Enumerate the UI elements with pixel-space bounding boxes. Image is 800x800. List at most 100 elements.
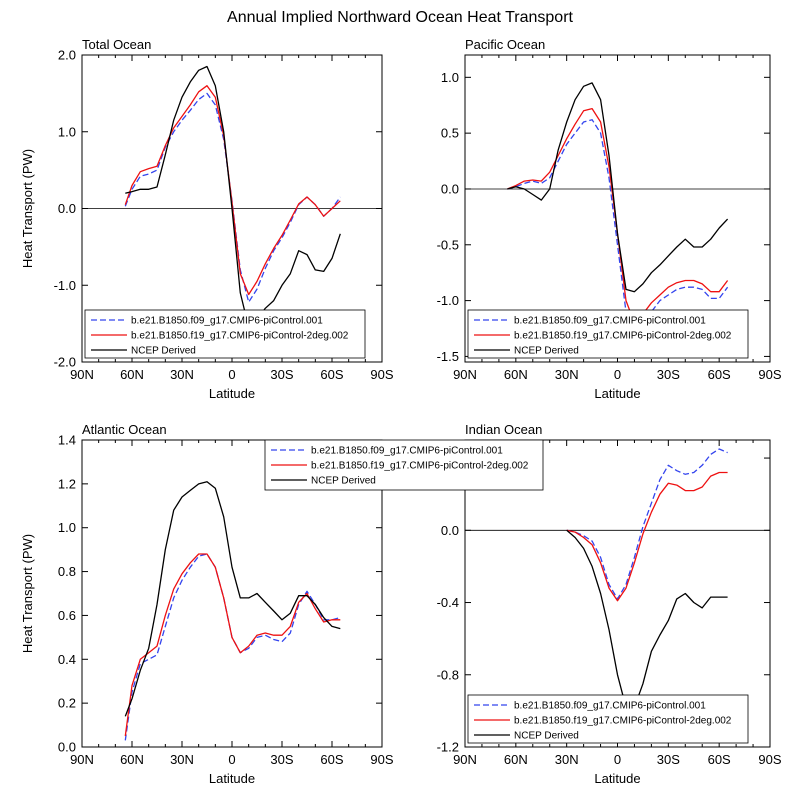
pacific-ocean-series-ncep-derived-line <box>507 82 729 293</box>
total-ocean-ytick-label: 0.0 <box>58 201 76 216</box>
pacific-ocean-ytick-label: 1.0 <box>441 70 459 85</box>
pacific-ocean-xtick-label: 90S <box>758 367 781 382</box>
atlantic-ocean-ytick-label: 0.8 <box>58 564 76 579</box>
total-ocean-series-ncep-derived-line <box>125 65 341 329</box>
atlantic-ocean-ytick-label: 1.2 <box>58 476 76 491</box>
atlantic-ocean-title: Atlantic Ocean <box>82 422 167 437</box>
indian-ocean-legend-label: NCEP Derived <box>514 731 579 742</box>
atlantic-ocean-ytick-label: 0.6 <box>58 608 76 623</box>
pacific-ocean-series-group <box>507 82 729 335</box>
pacific-ocean-ytick-label: -1.5 <box>437 349 459 364</box>
indian-ocean-ytick-label: -0.4 <box>437 595 459 610</box>
total-ocean-series-group <box>124 65 341 329</box>
total-ocean-xtick-label: 60S <box>320 367 343 382</box>
pacific-ocean-legend-label: b.e21.B1850.f09_g17.CMIP6-piControl.001 <box>514 316 706 327</box>
indian-ocean-ytick-label: 0.0 <box>441 523 459 538</box>
indian-ocean-xtick-label: 90S <box>758 752 781 767</box>
total-ocean-xtick-label: 60N <box>120 367 144 382</box>
legends-layer: b.e21.B1850.f09_g17.CMIP6-piControl.001b… <box>84 309 749 744</box>
indian-ocean-xtick-label: 60N <box>504 752 528 767</box>
atlantic-ocean-series-ncep-derived-line <box>124 481 341 717</box>
pacific-ocean-ytick-label: -1.0 <box>437 293 459 308</box>
indian-ocean-xlabel: Latitude <box>594 771 640 786</box>
atlantic-ocean-ylabel: Heat Transport (PW) <box>20 534 35 653</box>
pacific-ocean-ytick-label: 0.5 <box>441 126 459 141</box>
total-ocean-xtick-label: 90N <box>70 367 94 382</box>
atlantic-ocean-ytick-label: 0.4 <box>58 652 76 667</box>
pacific-ocean-ytick-label: 0.0 <box>441 181 459 196</box>
indian-ocean-xtick-label: 60S <box>708 752 731 767</box>
indian-ocean-ytick-label: -1.2 <box>437 740 459 755</box>
atlantic-ocean-xtick-label: 90N <box>70 752 94 767</box>
atlantic-ocean-legend-label: b.e21.B1850.f09_g17.CMIP6-piControl.001 <box>311 446 503 457</box>
pacific-ocean-series-f19-line <box>507 107 729 324</box>
total-ocean-series-f19-line <box>124 85 341 296</box>
total-ocean-legend-box <box>84 309 366 359</box>
atlantic-ocean-ytick-label: 0.2 <box>58 696 76 711</box>
indian-ocean-xtick-label: 0 <box>614 752 621 767</box>
total-ocean-xtick-label: 30S <box>270 367 293 382</box>
indian-ocean-ytick-label: -0.8 <box>437 667 459 682</box>
indian-ocean-xtick-label: 90N <box>453 752 477 767</box>
atlantic-ocean-legend-box <box>264 439 544 491</box>
pacific-ocean-xtick-label: 60S <box>708 367 731 382</box>
pacific-ocean-ytick-label: -0.5 <box>437 237 459 252</box>
atlantic-ocean-ytick-label: 0.0 <box>58 740 76 755</box>
indian-ocean-title: Indian Ocean <box>465 422 542 437</box>
total-ocean-xtick-label: 90S <box>370 367 393 382</box>
total-ocean-ytick-label: -1.0 <box>54 278 76 293</box>
atlantic-ocean-xtick-label: 90S <box>370 752 393 767</box>
indian-ocean-legend: b.e21.B1850.f09_g17.CMIP6-piControl.001b… <box>467 694 749 744</box>
total-ocean-title: Total Ocean <box>82 37 151 52</box>
pacific-ocean-xtick-label: 30S <box>657 367 680 382</box>
total-ocean-xtick-label: 0 <box>228 367 235 382</box>
indian-ocean-series-ncep-derived-line <box>566 529 728 708</box>
total-ocean-ytick-label: 1.0 <box>58 124 76 139</box>
atlantic-ocean-xtick-label: 30N <box>170 752 194 767</box>
total-ocean-panel: 90N 60N 30N 0 30S 60S 90S -2.0 -1.0 0.0 1.0 2.0 Tota… <box>20 37 394 401</box>
atlantic-ocean-xtick-label: 60N <box>120 752 144 767</box>
pacific-ocean-series-f09-line <box>507 119 729 335</box>
indian-ocean-series-group <box>566 448 728 708</box>
total-ocean-ytick-label: 2.0 <box>58 48 76 63</box>
pacific-ocean-legend: b.e21.B1850.f09_g17.CMIP6-piControl.001b… <box>467 309 749 359</box>
pacific-ocean-xtick-label: 90N <box>453 367 477 382</box>
indian-ocean-legend-box <box>467 694 749 744</box>
atlantic-ocean-series-f09-line <box>124 553 341 741</box>
total-ocean-legend-label: b.e21.B1850.f19_g17.CMIP6-piControl-2deg… <box>131 331 349 342</box>
total-ocean-xtick-label: 30N <box>170 367 194 382</box>
pacific-ocean-panel: 90N 60N 30N 0 30S 60S 90S -1.5 -1.0 -0.5 0.0 0.5 1.0… <box>437 37 782 401</box>
atlantic-ocean-panel: 90N 60N 30N 0 30S 60S 90S 0.0 0.2 0.4 0.6 0.8 1.0 1.2… <box>20 422 394 786</box>
indian-ocean-legend-label: b.e21.B1850.f09_g17.CMIP6-piControl.001 <box>514 701 706 712</box>
atlantic-ocean-ytick-label: 1.4 <box>58 433 76 448</box>
total-ocean-ylabel: Heat Transport (PW) <box>20 149 35 268</box>
indian-ocean-series-f19-line <box>566 471 728 602</box>
atlantic-ocean-series-f19-line <box>124 553 341 737</box>
atlantic-ocean-xlabel: Latitude <box>209 771 255 786</box>
total-ocean-legend-label: b.e21.B1850.f09_g17.CMIP6-piControl.001 <box>131 316 323 327</box>
pacific-ocean-xlabel: Latitude <box>594 386 640 401</box>
indian-ocean-series-f09-line <box>566 448 728 600</box>
indian-ocean-xtick-label: 30N <box>555 752 579 767</box>
pacific-ocean-legend-label: b.e21.B1850.f19_g17.CMIP6-piControl-2deg… <box>514 331 732 342</box>
atlantic-ocean-xtick-label: 30S <box>270 752 293 767</box>
pacific-ocean-xtick-label: 0 <box>614 367 621 382</box>
atlantic-ocean-legend: b.e21.B1850.f09_g17.CMIP6-piControl.001b… <box>264 439 544 491</box>
total-ocean-legend: b.e21.B1850.f09_g17.CMIP6-piControl.001b… <box>84 309 366 359</box>
figure-title: Annual Implied Northward Ocean Heat Tran… <box>227 9 574 26</box>
total-ocean-legend-label: NCEP Derived <box>131 346 196 357</box>
atlantic-ocean-legend-label: b.e21.B1850.f19_g17.CMIP6-piControl-2deg… <box>311 461 529 472</box>
indian-ocean-xtick-label: 30S <box>657 752 680 767</box>
pacific-ocean-legend-box <box>467 309 749 359</box>
atlantic-ocean-xtick-label: 60S <box>320 752 343 767</box>
pacific-ocean-xtick-label: 30N <box>555 367 579 382</box>
atlantic-ocean-series-group <box>124 481 341 741</box>
indian-ocean-legend-label: b.e21.B1850.f19_g17.CMIP6-piControl-2deg… <box>514 716 732 727</box>
atlantic-ocean-xtick-label: 0 <box>228 752 235 767</box>
total-ocean-ytick-label: -2.0 <box>54 355 76 370</box>
pacific-ocean-xtick-label: 60N <box>504 367 528 382</box>
atlantic-ocean-ytick-label: 1.0 <box>58 520 76 535</box>
pacific-ocean-legend-label: NCEP Derived <box>514 346 579 357</box>
atlantic-ocean-legend-label: NCEP Derived <box>311 476 376 487</box>
